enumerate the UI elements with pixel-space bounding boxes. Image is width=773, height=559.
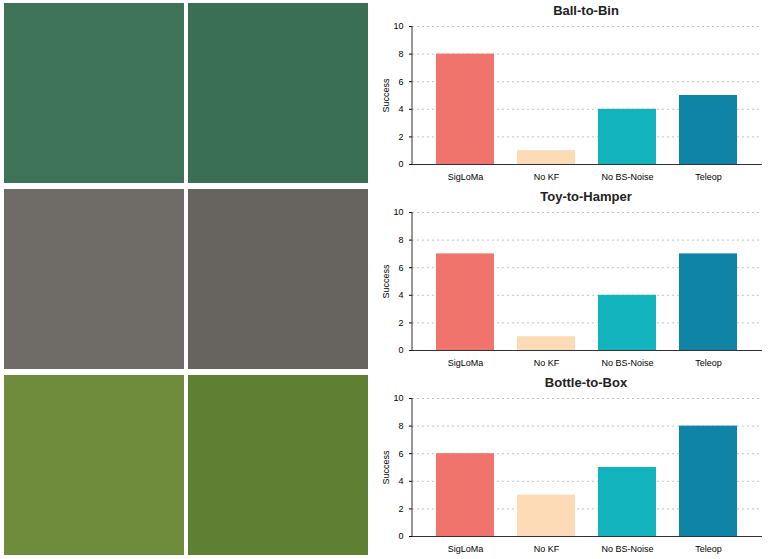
svg-text:Success: Success <box>381 264 391 299</box>
svg-text:2: 2 <box>398 132 403 142</box>
svg-text:Success: Success <box>381 450 391 485</box>
html-text:Bottle-to-Box: Bottle-to-Box <box>544 375 628 390</box>
svg-text:SigLoMa: SigLoMa <box>448 358 484 368</box>
svg-text:2: 2 <box>398 504 403 514</box>
svg-text:Success: Success <box>381 78 391 113</box>
svg-text:0: 0 <box>398 159 403 169</box>
svg-text:8: 8 <box>398 235 403 245</box>
svg-text:0: 0 <box>398 345 403 355</box>
svg-text:No BS-Noise: No BS-Noise <box>601 172 653 182</box>
svg-text:0: 0 <box>398 531 403 541</box>
svg-text:10: 10 <box>393 21 403 31</box>
svg-text:No KF: No KF <box>534 172 560 182</box>
svg-text:No KF: No KF <box>534 358 560 368</box>
svg-text:Teleop: Teleop <box>695 358 722 368</box>
svg-text:4: 4 <box>398 290 403 300</box>
svg-text:No KF: No KF <box>534 544 560 554</box>
svg-text:8: 8 <box>398 49 403 59</box>
svg-text:Teleop: Teleop <box>695 544 722 554</box>
svg-text:4: 4 <box>398 476 403 486</box>
svg-text:6: 6 <box>398 449 403 459</box>
html-text:Toy-to-Hamper: Toy-to-Hamper <box>540 189 632 204</box>
svg-text:2: 2 <box>398 318 403 328</box>
html-text:Ball-to-Bin: Ball-to-Bin <box>553 3 619 18</box>
svg-text:SigLoMa: SigLoMa <box>448 172 484 182</box>
svg-text:10: 10 <box>393 207 403 217</box>
svg-text:6: 6 <box>398 77 403 87</box>
svg-text:No BS-Noise: No BS-Noise <box>601 544 653 554</box>
svg-text:SigLoMa: SigLoMa <box>448 544 484 554</box>
svg-text:8: 8 <box>398 421 403 431</box>
svg-text:4: 4 <box>398 104 403 114</box>
svg-text:10: 10 <box>393 393 403 403</box>
svg-text:No BS-Noise: No BS-Noise <box>601 358 653 368</box>
svg-text:6: 6 <box>398 263 403 273</box>
svg-text:Teleop: Teleop <box>695 172 722 182</box>
